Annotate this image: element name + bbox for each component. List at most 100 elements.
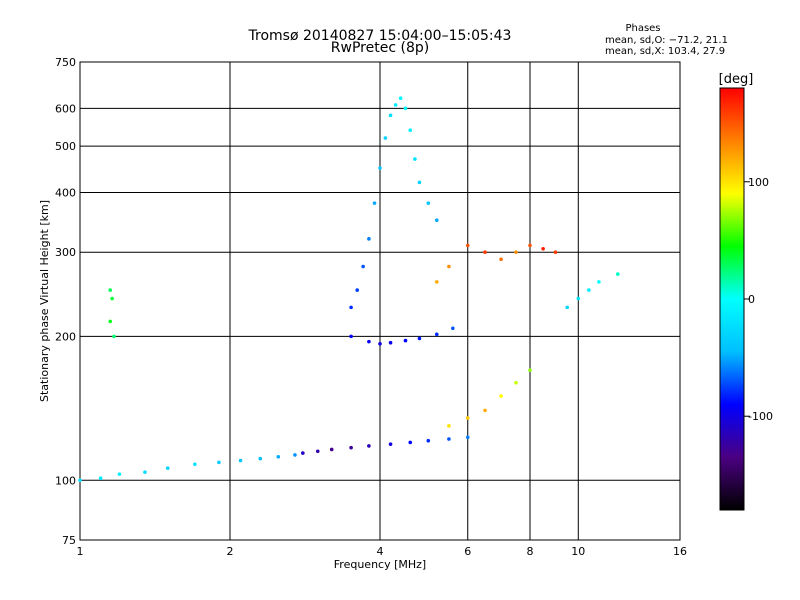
y-tick-label: 400 xyxy=(55,186,76,199)
x-tick-label: 6 xyxy=(464,545,471,558)
data-point xyxy=(301,451,305,455)
data-point xyxy=(355,288,359,292)
data-point xyxy=(361,264,365,269)
y-tick-label: 75 xyxy=(62,534,76,547)
data-point xyxy=(408,440,413,445)
data-point xyxy=(238,458,243,463)
y-tick-label: 300 xyxy=(55,246,76,259)
y-tick-label: 200 xyxy=(55,330,76,343)
data-point xyxy=(465,243,470,248)
x-tick-label: 16 xyxy=(673,545,687,558)
data-point xyxy=(367,339,371,344)
y-tick-label: 750 xyxy=(55,56,76,69)
colorbar-tick-label: 0 xyxy=(748,293,755,306)
data-point xyxy=(426,438,431,443)
data-point xyxy=(110,296,114,301)
data-point xyxy=(388,442,393,446)
data-point xyxy=(483,408,487,413)
stats-line-x: mean, sd,X: 103.4, 27.9 xyxy=(605,46,725,57)
data-point xyxy=(587,288,591,292)
data-point xyxy=(553,250,558,255)
data-point xyxy=(276,454,281,459)
y-tick-label: 100 xyxy=(55,474,76,487)
data-point xyxy=(434,218,439,223)
data-point xyxy=(426,201,431,205)
data-point xyxy=(98,476,103,481)
data-point xyxy=(143,470,147,474)
data-point xyxy=(78,478,82,483)
y-axis-label: Stationary phase Virtual Height [km] xyxy=(38,200,51,402)
y-tick-label: 500 xyxy=(55,140,76,153)
data-point xyxy=(576,296,581,301)
data-point xyxy=(349,334,353,339)
data-point xyxy=(112,334,116,339)
data-point xyxy=(329,447,334,452)
data-point xyxy=(408,128,413,132)
x-tick-label: 4 xyxy=(377,545,384,558)
y-axis: 75 100 200 300 400 500 600 750 xyxy=(55,56,76,547)
data-point xyxy=(597,280,601,284)
data-point xyxy=(528,368,532,372)
data-point xyxy=(403,106,408,111)
x-axis: 1 2 4 6 8 10 16 xyxy=(77,545,688,558)
x-tick-label: 2 xyxy=(227,545,234,558)
data-point xyxy=(483,250,487,255)
colorbar-gradient xyxy=(719,87,745,511)
data-point xyxy=(367,444,371,448)
data-point xyxy=(293,453,297,457)
data-point xyxy=(465,416,470,420)
data-point xyxy=(514,380,518,385)
colorbar-tick-label: -100 xyxy=(748,410,773,423)
x-tick-label: 1 xyxy=(77,545,84,558)
data-point xyxy=(541,246,545,251)
data-point xyxy=(193,462,197,467)
data-point xyxy=(565,305,569,310)
data-points xyxy=(78,96,620,483)
data-point xyxy=(378,166,382,170)
colorbar-label: [deg] xyxy=(719,72,754,87)
x-tick-label: 8 xyxy=(527,545,534,558)
stats-line-o: mean, sd,O: −71.2, 21.1 xyxy=(605,35,728,46)
data-point xyxy=(499,394,503,398)
data-point xyxy=(403,338,408,343)
data-point xyxy=(117,472,122,476)
data-point xyxy=(451,326,455,331)
data-point xyxy=(434,280,439,284)
chart-title: Tromsø 20140827 15:04:00–15:05:43 xyxy=(248,28,512,44)
data-point xyxy=(413,157,417,161)
data-point xyxy=(465,435,470,440)
data-point xyxy=(217,460,221,465)
colorbar: [deg] 100 0 -100 xyxy=(719,72,773,511)
grid-lines xyxy=(80,62,680,540)
data-point xyxy=(398,96,403,100)
chart-subtitle: RwPretec (8p) xyxy=(331,40,429,56)
x-tick-label: 10 xyxy=(571,545,585,558)
data-point xyxy=(378,341,382,346)
data-point xyxy=(388,340,393,345)
colorbar-tick-label: 100 xyxy=(748,176,769,189)
data-point xyxy=(388,113,393,118)
data-point xyxy=(165,466,170,470)
data-point xyxy=(108,288,113,292)
data-point xyxy=(528,243,532,248)
data-point xyxy=(447,437,451,441)
x-axis-label: Frequency [MHz] xyxy=(334,558,426,571)
data-point xyxy=(315,449,320,454)
data-point xyxy=(499,257,503,262)
plot-area: 1 2 4 6 8 10 16 75 100 200 300 400 500 600 750 xyxy=(55,56,687,558)
data-point xyxy=(367,237,371,241)
data-point xyxy=(615,272,620,276)
data-point xyxy=(108,319,113,324)
data-point xyxy=(383,136,388,140)
data-point xyxy=(417,336,422,341)
data-point xyxy=(447,424,451,428)
data-point xyxy=(434,332,439,337)
data-point xyxy=(417,180,422,185)
stats-header: Phases xyxy=(625,23,660,34)
colorbar-ticks: 100 0 -100 xyxy=(744,176,773,423)
data-point xyxy=(349,445,353,450)
data-point xyxy=(258,456,263,461)
data-point xyxy=(349,305,353,310)
data-point xyxy=(447,264,451,269)
